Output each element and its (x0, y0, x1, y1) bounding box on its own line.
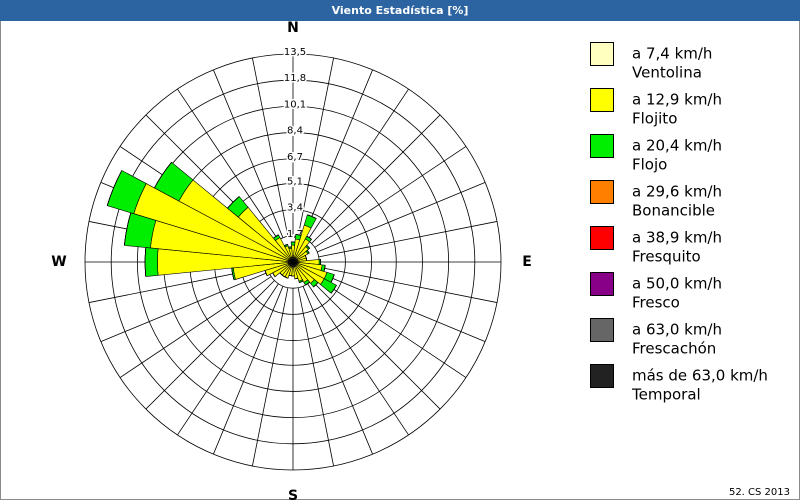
wedge (264, 270, 268, 276)
wedge (323, 265, 326, 272)
r-tick-label: 13,5 (284, 47, 306, 58)
spoke (145, 280, 275, 410)
chart-title: Viento Estadística [%] (332, 4, 469, 17)
wedge (272, 272, 276, 277)
r-tick-label: 8,4 (287, 126, 303, 137)
legend-swatch (590, 318, 614, 342)
legend-label: a 63,0 km/h (632, 321, 722, 339)
r-tick-label: 11,8 (284, 73, 306, 84)
spoke (177, 88, 279, 241)
legend-label: a 29,6 km/h (632, 183, 722, 201)
wedge (306, 245, 310, 249)
direction-label: W (51, 254, 66, 270)
legend-swatch (590, 42, 614, 66)
r-tick-label: 3,4 (287, 203, 303, 214)
wedge (279, 272, 283, 276)
wedge (227, 196, 240, 209)
legend-label: a 12,9 km/h (632, 91, 722, 109)
legend-description: Fresco (632, 294, 680, 312)
spoke (318, 221, 498, 258)
r-tick-label: 6,7 (287, 152, 303, 163)
spoke (311, 280, 441, 410)
legend-swatch (590, 272, 614, 296)
legend-label: más de 63,0 km/h (632, 367, 768, 385)
legend-description: Temporal (631, 386, 701, 404)
spoke (317, 271, 486, 342)
legend-label: a 50,0 km/h (632, 275, 722, 293)
spoke (119, 276, 272, 378)
spoke (297, 57, 334, 237)
spoke (311, 114, 441, 244)
legend-label: a 38,9 km/h (632, 229, 722, 247)
r-tick-label: 10,1 (284, 99, 306, 110)
spoke (177, 283, 279, 436)
direction-label: N (287, 20, 299, 36)
spoke (307, 283, 409, 436)
direction-label: E (522, 254, 532, 270)
wedge (306, 235, 312, 240)
spoke (307, 88, 409, 241)
wedge (273, 234, 279, 239)
r-tick-label: 5,1 (287, 176, 303, 187)
spoke (314, 146, 467, 248)
wedge (330, 274, 335, 283)
spoke (297, 287, 334, 467)
spoke (213, 69, 284, 238)
wedge (288, 274, 292, 277)
wedge (154, 162, 172, 189)
wedge (299, 280, 304, 283)
wedge (144, 247, 159, 277)
title-bar (0, 0, 800, 21)
legend-description: Flojito (632, 110, 677, 128)
legend-description: Fresquito (632, 248, 701, 266)
spoke (314, 276, 467, 378)
legend-label: a 7,4 km/h (632, 45, 712, 63)
spoke (302, 69, 373, 238)
legend-swatch (590, 364, 614, 388)
spoke (213, 286, 284, 455)
spoke (317, 182, 486, 253)
spoke (252, 287, 289, 467)
legend-swatch (590, 180, 614, 204)
spoke (302, 286, 373, 455)
wedge (284, 276, 289, 279)
footer: 52. CS 2013 (729, 487, 790, 498)
wedge (307, 250, 310, 254)
spoke (318, 266, 498, 303)
legend-label: a 20,4 km/h (632, 137, 722, 155)
legend-description: Flojo (632, 156, 667, 174)
legend-swatch (590, 88, 614, 112)
legend-swatch (590, 134, 614, 158)
legend-swatch (590, 226, 614, 250)
wedge (231, 268, 235, 280)
wedge (290, 241, 296, 246)
spoke (252, 57, 289, 237)
legend-description: Frescachón (632, 340, 716, 358)
legend-description: Ventolina (632, 64, 702, 82)
legend-description: Bonancible (632, 202, 715, 220)
direction-label: S (288, 488, 298, 500)
spoke (100, 271, 269, 342)
